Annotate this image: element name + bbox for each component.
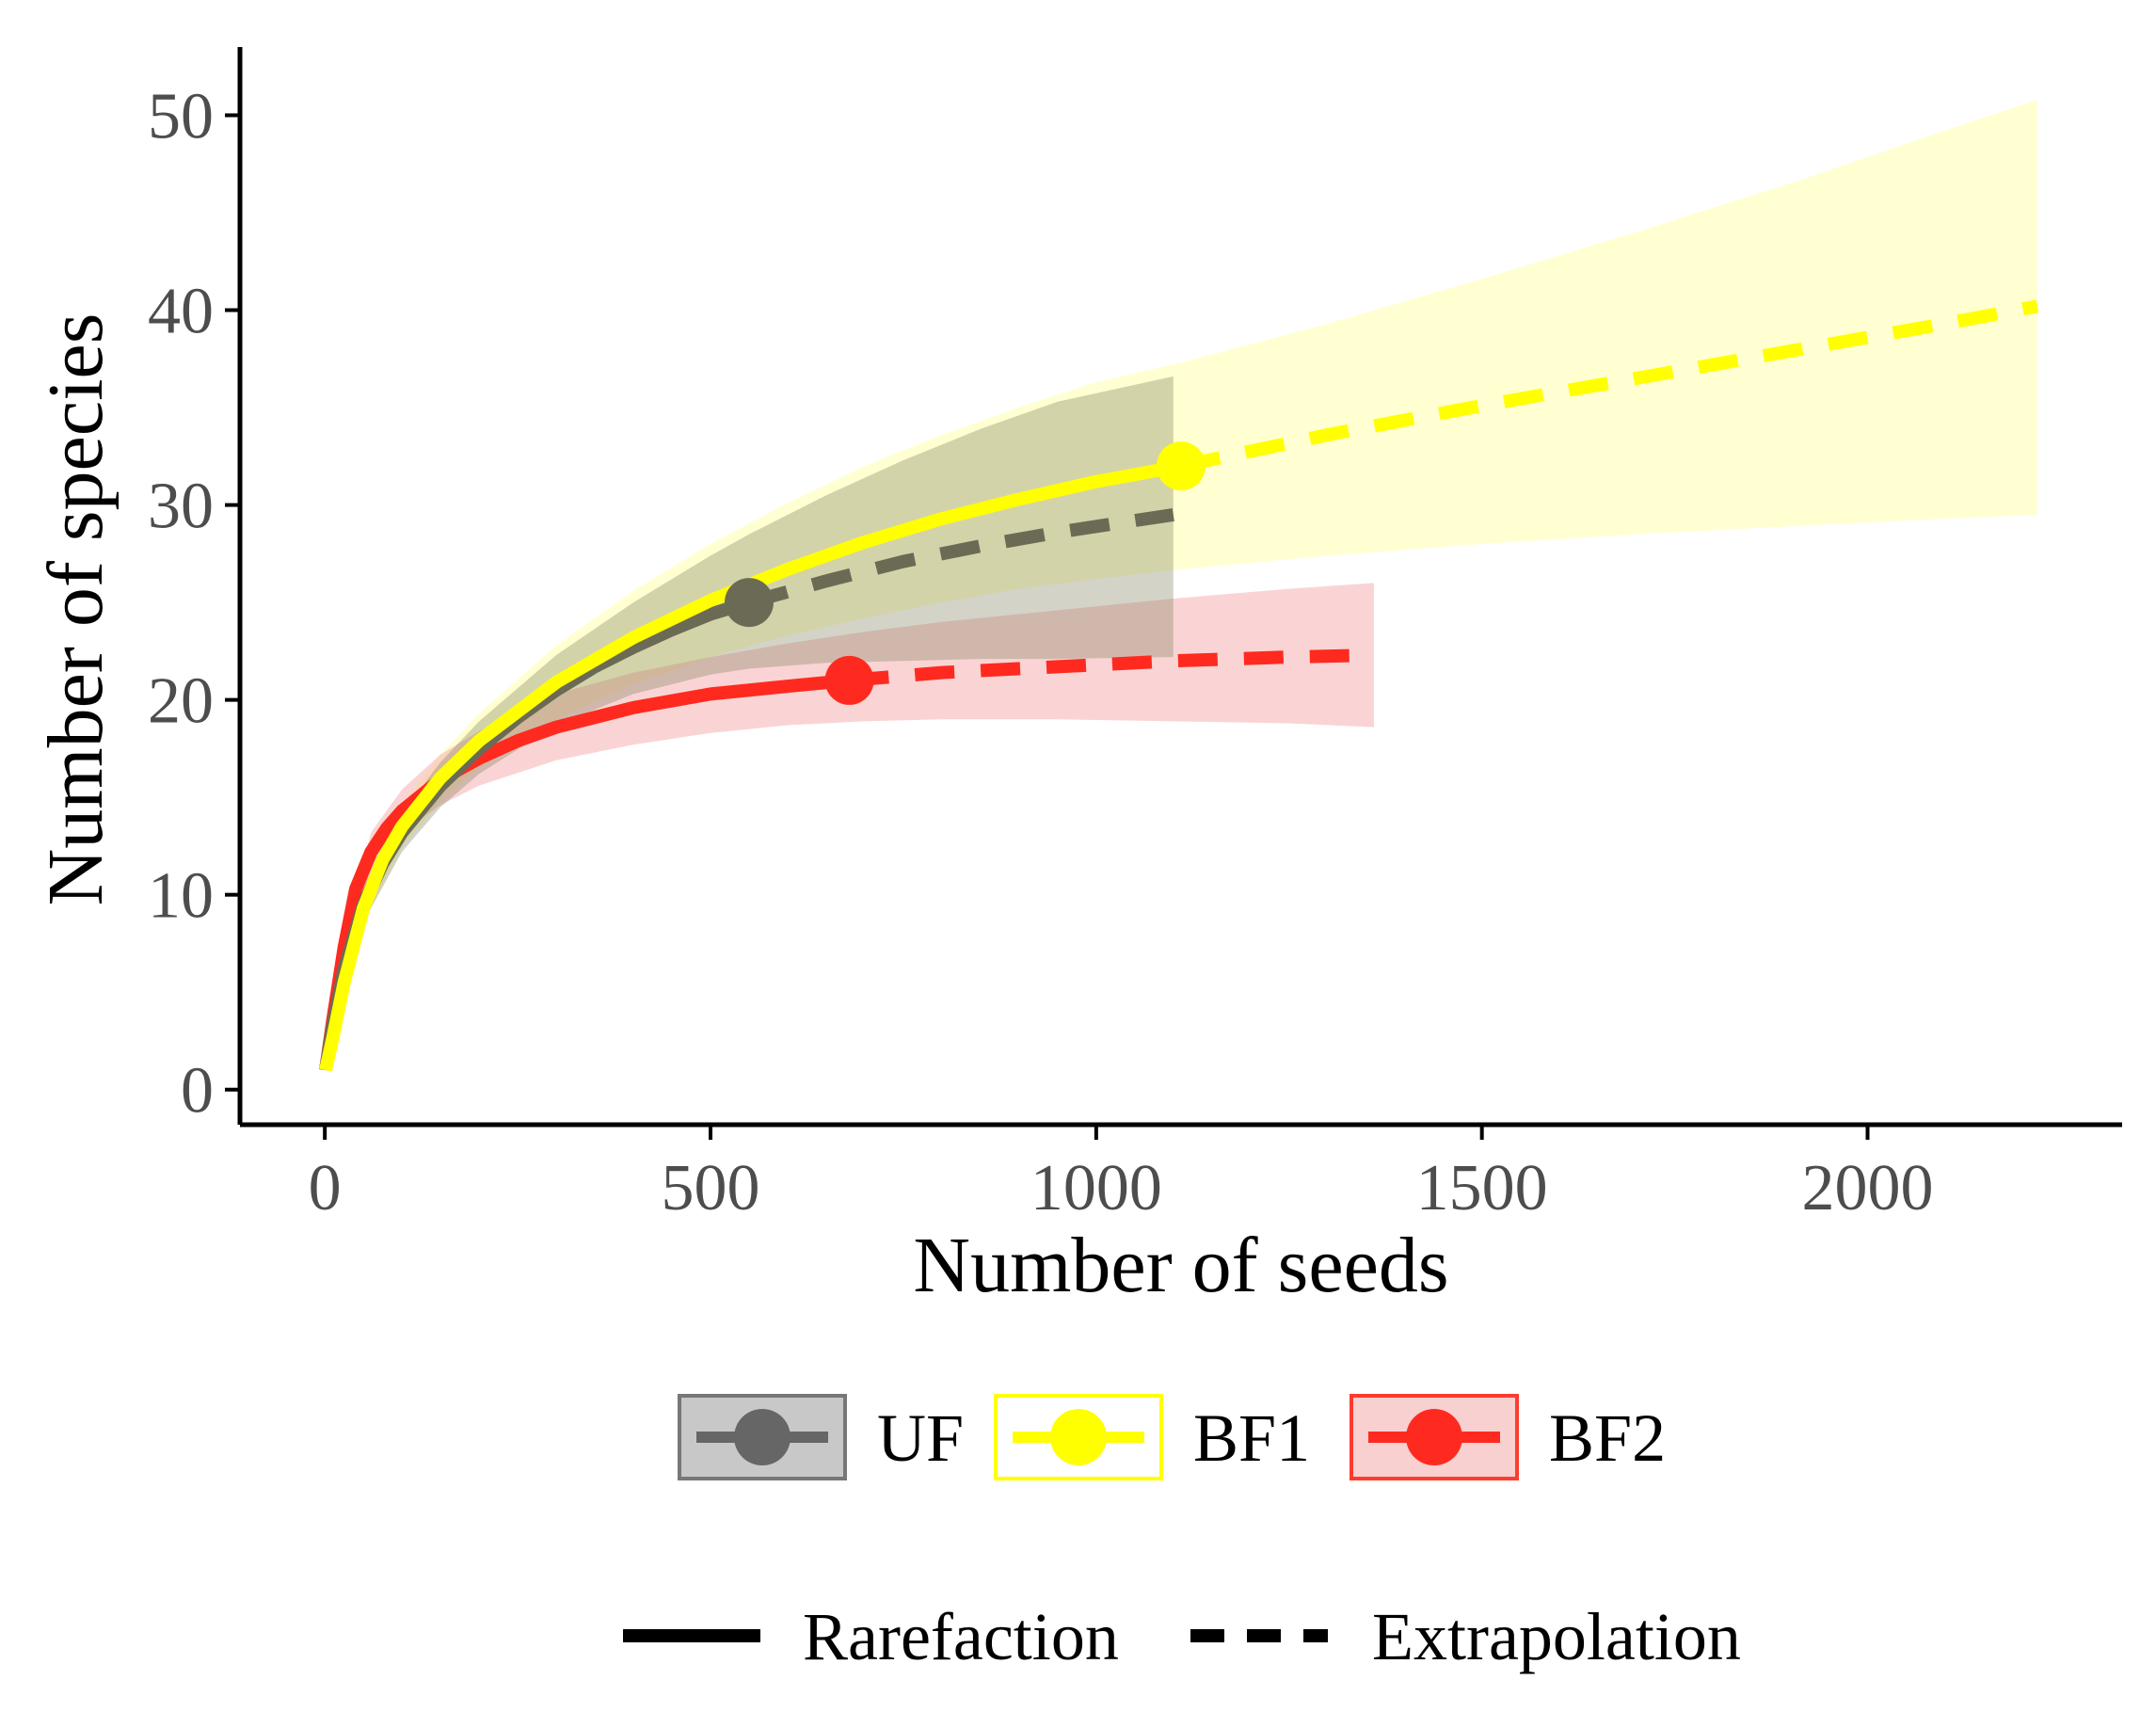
rarefaction-line-bf1 xyxy=(319,459,1183,1072)
x-tick-label: 0 xyxy=(309,1152,342,1224)
y-axis-title: Number of species xyxy=(32,313,120,906)
legend-key-point xyxy=(1406,1409,1462,1465)
x-tick-label: 2000 xyxy=(1802,1152,1934,1224)
observed-point-uf xyxy=(724,578,774,628)
confidence-ribbons xyxy=(326,99,2037,1070)
legend-label-bf1: BF1 xyxy=(1193,1400,1310,1476)
legend-series: UF BF1 BF2 xyxy=(678,1394,1666,1480)
legend-key-bf1: BF1 xyxy=(994,1394,1310,1480)
x-axis-ticks: 0 500 1000 1500 2000 xyxy=(309,1125,1934,1224)
y-tick-label: 20 xyxy=(148,665,214,738)
x-tick-label: 1500 xyxy=(1416,1152,1548,1224)
axes: 0 500 1000 1500 2000 0 10 20 30 40 50 xyxy=(148,47,2122,1224)
legend-key-point xyxy=(734,1409,791,1465)
x-tick-label: 1000 xyxy=(1030,1152,1162,1224)
y-tick-label: 10 xyxy=(148,860,214,933)
y-tick-label: 40 xyxy=(148,276,214,348)
observed-points xyxy=(724,441,1206,705)
legend-key-uf: UF xyxy=(678,1394,964,1480)
extrapolation-line-uf xyxy=(747,507,1174,609)
ribbon-bf1 xyxy=(326,99,2037,1070)
observed-point-bf1 xyxy=(1157,441,1206,491)
y-axis-ticks: 0 10 20 30 40 50 xyxy=(148,80,240,1128)
legend-key-bf2: BF2 xyxy=(1349,1394,1666,1480)
legend-label-extrapolation: Extrapolation xyxy=(1372,1599,1741,1674)
extrapolation-line-bf1 xyxy=(1179,299,2039,473)
legend-label-uf: UF xyxy=(877,1400,964,1476)
ribbon-bf2 xyxy=(326,583,1374,1070)
x-tick-label: 500 xyxy=(662,1152,760,1224)
legend-label-bf2: BF2 xyxy=(1549,1400,1666,1476)
extrapolation-line-bf2 xyxy=(848,648,1375,687)
legend-linetype: Rarefaction Extrapolation xyxy=(623,1599,1741,1674)
legend-label-rarefaction: Rarefaction xyxy=(803,1599,1119,1674)
y-tick-label: 0 xyxy=(181,1055,214,1128)
y-tick-label: 50 xyxy=(148,80,214,152)
series-lines xyxy=(319,299,2039,1072)
observed-point-bf2 xyxy=(824,655,874,705)
y-tick-label: 30 xyxy=(148,471,214,543)
x-axis-title: Number of seeds xyxy=(913,1222,1448,1309)
legend-key-point xyxy=(1050,1409,1107,1465)
